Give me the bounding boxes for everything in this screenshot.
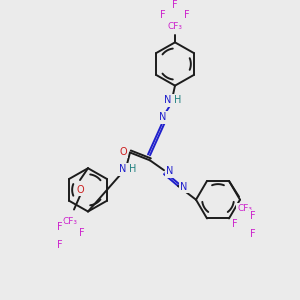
Text: CF₃: CF₃ bbox=[167, 22, 182, 31]
Text: F: F bbox=[250, 212, 256, 221]
Text: F: F bbox=[160, 10, 166, 20]
Text: F: F bbox=[57, 222, 63, 232]
Text: H: H bbox=[129, 164, 137, 174]
Text: F: F bbox=[184, 10, 190, 20]
Text: CF₃: CF₃ bbox=[238, 204, 253, 213]
Text: N: N bbox=[180, 182, 188, 192]
Text: N: N bbox=[119, 164, 127, 174]
Text: O: O bbox=[76, 185, 84, 195]
Text: F: F bbox=[250, 229, 256, 239]
Text: F: F bbox=[172, 0, 178, 10]
Text: N: N bbox=[164, 95, 172, 105]
Text: F: F bbox=[232, 219, 238, 229]
Text: H: H bbox=[174, 95, 182, 105]
Text: N: N bbox=[159, 112, 167, 122]
Text: CF₃: CF₃ bbox=[62, 217, 77, 226]
Text: F: F bbox=[79, 228, 85, 238]
Text: O: O bbox=[119, 146, 127, 157]
Text: F: F bbox=[57, 240, 63, 250]
Text: N: N bbox=[166, 166, 173, 176]
